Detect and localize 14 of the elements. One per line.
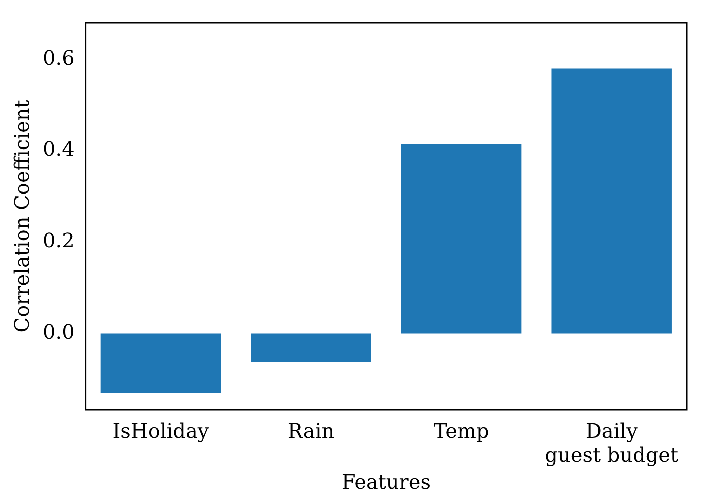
- bar: [552, 68, 672, 334]
- bar: [100, 334, 222, 394]
- y-tick-label: 0.6: [42, 46, 75, 70]
- bar: [251, 334, 372, 362]
- x-axis-title: Features: [342, 470, 431, 494]
- x-tick-label: Temp: [434, 419, 490, 444]
- x-tick-label: IsHoliday: [112, 419, 210, 444]
- y-axis-title: Correlation Coefficient: [10, 100, 34, 333]
- bar: [401, 144, 522, 334]
- y-tick-label: 0.2: [42, 228, 75, 253]
- y-tick-label: 0.4: [42, 137, 75, 162]
- x-tick-label: Daily guest budget: [545, 419, 679, 468]
- y-tick-label: 0.0: [42, 320, 75, 344]
- x-tick-label: Rain: [288, 419, 335, 444]
